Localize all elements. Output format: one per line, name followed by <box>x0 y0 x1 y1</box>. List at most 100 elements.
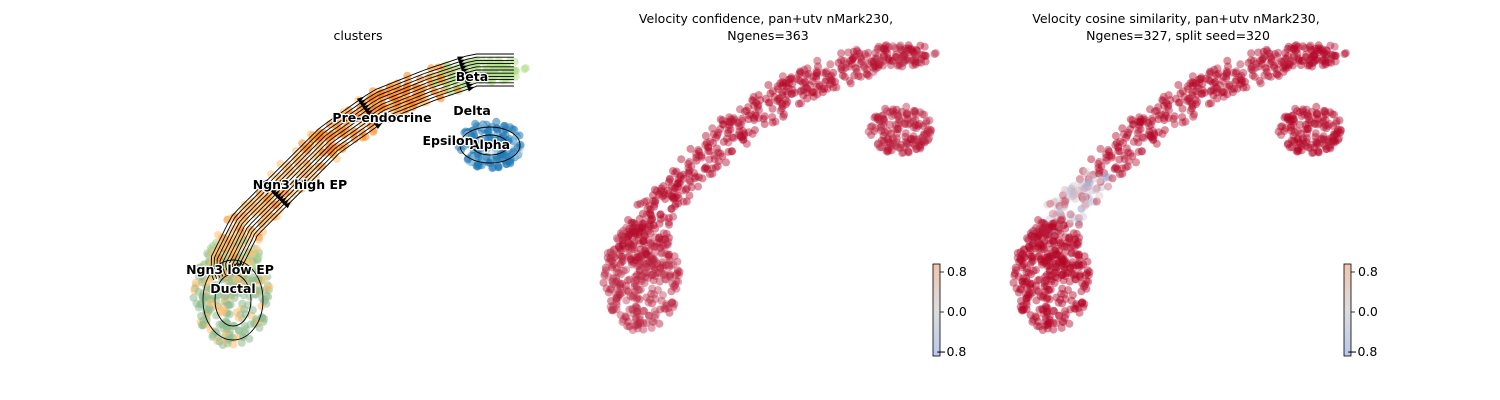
panel-2-colorbar-bar <box>932 263 941 357</box>
cell-point <box>1042 282 1051 291</box>
cell-point <box>673 180 682 188</box>
cell-point <box>1134 117 1142 126</box>
cell-point <box>764 98 773 107</box>
cell-point <box>1311 55 1320 64</box>
cell-point <box>1316 119 1324 128</box>
cell-point <box>1066 305 1075 314</box>
cell-point <box>1081 280 1090 289</box>
cell-point <box>898 149 907 158</box>
cell-point <box>1068 258 1077 267</box>
cell-point <box>834 58 843 67</box>
cell-point <box>625 275 634 284</box>
cell-point <box>672 284 681 293</box>
cell-point <box>1316 44 1325 53</box>
cell-point <box>1250 72 1259 81</box>
cell-point <box>607 256 616 265</box>
cell-point <box>1017 305 1026 314</box>
velocity-streamline <box>214 273 252 327</box>
cell-point <box>1115 170 1124 179</box>
cell-point <box>1184 85 1193 93</box>
cell-point <box>1332 119 1341 128</box>
cell-point <box>869 67 878 76</box>
cell-point <box>648 214 657 223</box>
cell-point <box>645 208 654 217</box>
panel-3-colorbar-tick: −0.8 <box>1347 344 1377 359</box>
cell-point <box>636 245 645 254</box>
cell-point <box>667 204 676 213</box>
cell-point <box>1071 235 1080 244</box>
cell-point <box>1050 198 1059 206</box>
cell-point <box>612 264 621 273</box>
cell-point <box>642 197 651 206</box>
cell-point <box>1305 115 1314 124</box>
cell-point <box>670 194 679 203</box>
cell-point <box>1072 301 1081 310</box>
cell-point <box>1329 136 1338 145</box>
cell-point <box>753 102 762 111</box>
cell-point <box>1054 222 1063 231</box>
cell-point <box>737 133 746 142</box>
cell-point <box>694 146 703 154</box>
cell-point <box>287 166 296 175</box>
cell-point <box>661 304 670 313</box>
cell-point <box>1137 115 1145 124</box>
cell-point <box>1067 184 1076 193</box>
cell-point <box>751 109 760 118</box>
cell-point <box>1043 249 1052 258</box>
cell-point <box>691 172 700 181</box>
cell-point <box>894 143 903 152</box>
cell-point <box>622 266 630 274</box>
cell-point <box>1280 61 1289 69</box>
cell-point <box>1311 132 1320 141</box>
cell-point <box>1066 189 1074 198</box>
cell-point <box>609 245 618 254</box>
cell-point <box>646 205 655 214</box>
cell-point <box>1175 98 1184 107</box>
cell-point <box>1340 50 1349 58</box>
cell-point <box>332 121 341 130</box>
cell-point <box>1071 304 1080 313</box>
cell-point <box>1020 245 1029 254</box>
cell-point <box>1034 230 1043 239</box>
cell-point <box>1072 229 1081 238</box>
cell-point <box>1060 185 1069 194</box>
cell-point <box>1080 282 1088 291</box>
cell-point <box>1219 88 1228 97</box>
streamline-arrowhead <box>263 181 271 188</box>
cell-point <box>677 155 686 164</box>
cell-point <box>747 110 756 119</box>
cell-point <box>716 149 725 158</box>
cell-point <box>872 54 881 63</box>
cell-point <box>641 265 650 274</box>
cell-point <box>635 271 644 280</box>
cell-point <box>647 259 656 268</box>
cell-point <box>1042 303 1051 312</box>
cell-point <box>612 294 621 303</box>
cell-point <box>1026 229 1035 238</box>
cell-point <box>1044 320 1053 329</box>
cell-point <box>1307 53 1316 62</box>
cell-point <box>642 293 651 302</box>
cell-point <box>765 98 774 107</box>
cell-point <box>1247 63 1256 72</box>
cell-point <box>919 136 928 145</box>
cell-point <box>1027 232 1036 241</box>
cell-point <box>1159 92 1168 101</box>
cell-point <box>1057 239 1066 248</box>
cell-point <box>1331 52 1340 60</box>
cell-point <box>1249 56 1258 65</box>
cell-point <box>786 75 795 83</box>
cell-point <box>632 259 640 268</box>
cell-point <box>893 109 902 118</box>
cell-point <box>802 83 811 92</box>
cell-point <box>1013 253 1022 262</box>
cell-point <box>1080 184 1089 193</box>
cell-point <box>922 130 931 139</box>
cell-point <box>674 271 683 280</box>
cell-point <box>1269 61 1278 70</box>
cell-point <box>1272 69 1281 78</box>
cell-point <box>913 135 922 144</box>
cell-point <box>1136 118 1145 127</box>
cell-point <box>1052 262 1061 271</box>
cell-point <box>625 230 634 239</box>
